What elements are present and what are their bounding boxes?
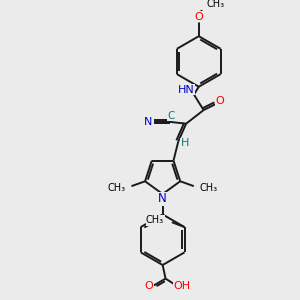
Text: CH₃: CH₃ bbox=[146, 215, 164, 225]
Text: N: N bbox=[158, 192, 167, 206]
Text: N: N bbox=[144, 117, 152, 127]
Text: C: C bbox=[168, 111, 175, 121]
Text: CH₃: CH₃ bbox=[107, 183, 126, 193]
Text: O: O bbox=[145, 281, 153, 291]
Text: CH₃: CH₃ bbox=[206, 0, 225, 9]
Text: OH: OH bbox=[173, 281, 190, 291]
Text: O: O bbox=[194, 12, 203, 22]
Text: CH₃: CH₃ bbox=[200, 183, 218, 193]
Text: O: O bbox=[216, 96, 224, 106]
Text: HN: HN bbox=[178, 85, 194, 95]
Text: H: H bbox=[181, 138, 189, 148]
